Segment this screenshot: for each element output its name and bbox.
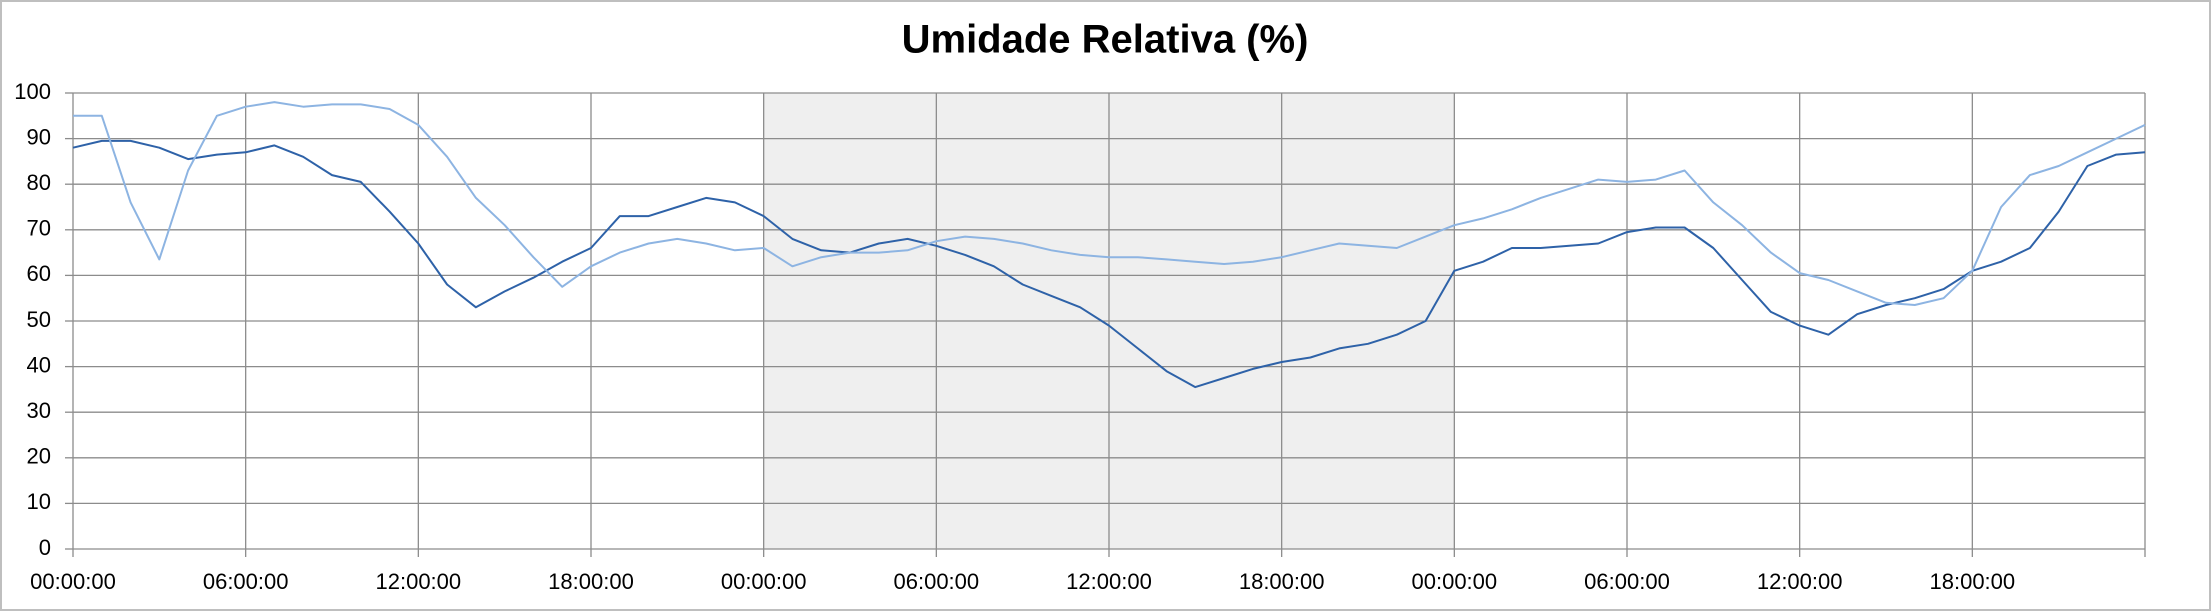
x-tick-label: 12:00:00	[376, 569, 462, 594]
y-tick-label: 50	[27, 307, 51, 332]
x-tick-label: 06:00:00	[894, 569, 980, 594]
x-tick-label: 00:00:00	[1412, 569, 1498, 594]
y-tick-label: 30	[27, 398, 51, 423]
y-tick-label: 60	[27, 261, 51, 286]
x-tick-label: 06:00:00	[203, 569, 289, 594]
x-tick-label: 00:00:00	[721, 569, 807, 594]
y-tick-label: 70	[27, 216, 51, 241]
x-tick-label: 06:00:00	[1584, 569, 1670, 594]
y-tick-label: 40	[27, 352, 51, 377]
y-tick-label: 90	[27, 124, 51, 149]
x-tick-label: 18:00:00	[548, 569, 634, 594]
y-tick-label: 10	[27, 489, 51, 514]
x-tick-label: 18:00:00	[1930, 569, 2016, 594]
x-tick-label: 00:00:00	[30, 569, 116, 594]
data-line	[72, 139, 2146, 389]
y-tick-label: 20	[27, 444, 51, 469]
x-tick-label: 12:00:00	[1757, 569, 1843, 594]
chart-title: Umidade Relativa (%)	[902, 18, 1309, 62]
y-tick-label: 0	[39, 535, 51, 560]
y-tick-label: 100	[14, 79, 51, 104]
y-tick-label: 80	[27, 170, 51, 195]
data-line	[73, 101, 2146, 306]
x-tick-label: 12:00:00	[1066, 569, 1152, 594]
x-tick-label: 18:00:00	[1239, 569, 1325, 594]
